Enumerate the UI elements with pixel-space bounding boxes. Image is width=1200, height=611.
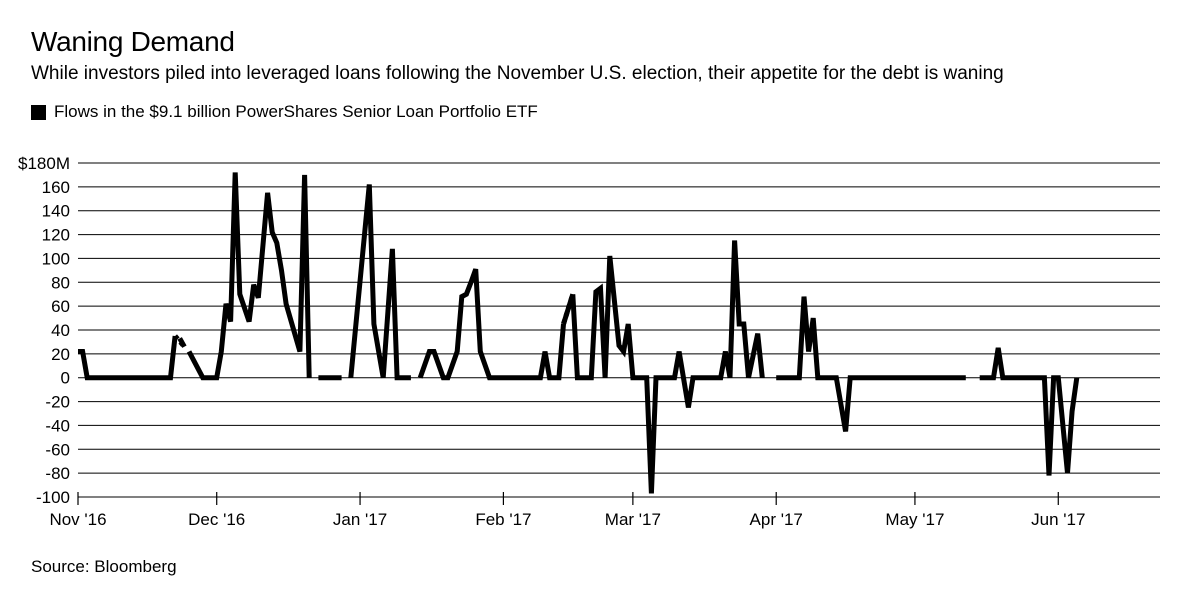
legend: Flows in the $9.1 billion PowerShares Se… xyxy=(31,102,538,122)
series-dotted-gap xyxy=(561,293,576,325)
x-tick-label: Mar '17 xyxy=(605,510,661,529)
x-tick-label: Jan '17 xyxy=(333,510,387,529)
x-tick-label: Dec '16 xyxy=(188,510,245,529)
x-tick-label: Nov '16 xyxy=(49,510,106,529)
y-axis-labels: $180M 160 140 120 100 80 60 40 20 0 -20 -40 -60 -80 -1… xyxy=(18,154,70,507)
x-tick-label: Feb '17 xyxy=(475,510,531,529)
y-tick-label: 100 xyxy=(42,249,70,268)
y-tick-label: -100 xyxy=(36,488,70,507)
series-line-segment xyxy=(78,335,178,381)
y-tick-label: 120 xyxy=(42,226,70,245)
series-lines xyxy=(78,172,1080,494)
chart-subtitle: While investors piled into leveraged loa… xyxy=(31,63,1004,84)
series-dotted-gap xyxy=(173,334,187,349)
grid-lines xyxy=(78,162,1160,498)
y-tick-label: -60 xyxy=(45,440,70,459)
series-line-segment xyxy=(348,184,411,381)
series-line-segment xyxy=(570,240,765,494)
y-tick-label: 140 xyxy=(42,202,70,221)
x-tick-label: Apr '17 xyxy=(750,510,803,529)
series-line-segment xyxy=(186,172,312,381)
y-tick-label: 60 xyxy=(51,297,70,316)
series-line-segment xyxy=(776,296,966,432)
y-tick-label: 80 xyxy=(51,273,70,292)
y-tick-label: -40 xyxy=(45,416,70,435)
y-tick-label: -20 xyxy=(45,393,70,412)
y-tick-label: 40 xyxy=(51,321,70,340)
y-tick-label: 160 xyxy=(42,178,70,197)
legend-label: Flows in the $9.1 billion PowerShares Se… xyxy=(54,102,538,121)
y-tick-label: 0 xyxy=(61,369,70,388)
x-axis: Nov '16 Dec '16 Jan '17 Feb '17 Mar '17 Apr '… xyxy=(49,492,1085,529)
y-tick-label: 20 xyxy=(51,345,70,364)
series-line-segment xyxy=(979,347,1080,476)
source-note: Source: Bloomberg xyxy=(31,557,177,576)
series-line-segment xyxy=(417,268,566,381)
x-tick-label: Jun '17 xyxy=(1031,510,1085,529)
y-tick-label: $180M xyxy=(18,154,70,173)
legend-swatch xyxy=(31,104,46,120)
chart-title: Waning Demand xyxy=(31,26,235,57)
y-tick-label: -80 xyxy=(45,464,70,483)
x-tick-label: May '17 xyxy=(885,510,944,529)
